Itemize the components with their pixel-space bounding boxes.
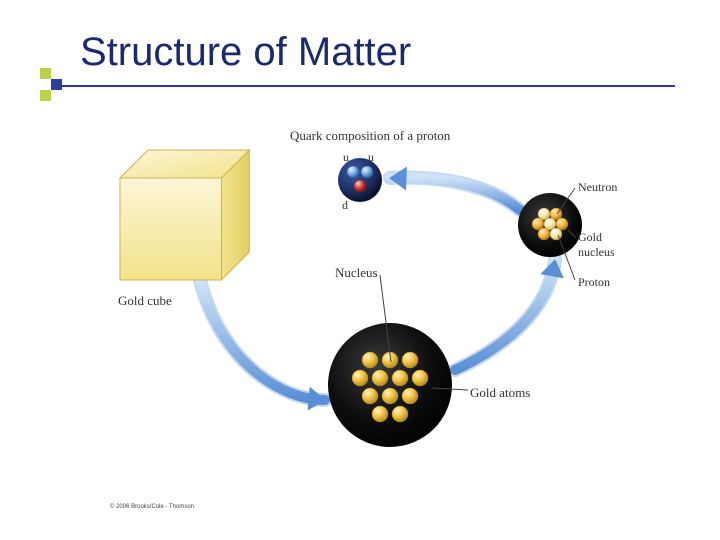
label-quark-u1: u [343, 150, 349, 165]
label-gold-cube: Gold cube [118, 293, 172, 309]
copyright-text: © 2006 Brooks/Cole - Thomson [110, 504, 194, 510]
label-gold-nucleus: Goldnucleus [578, 230, 615, 260]
diagram: Gold cube Gold atoms Nucleus Goldnucleus… [110, 130, 610, 470]
label-gold-atoms: Gold atoms [470, 385, 530, 401]
title-underline [55, 85, 675, 87]
bullet-square-icon [51, 79, 62, 90]
label-quark-u2: u [368, 150, 374, 165]
slide-title: Structure of Matter [80, 30, 411, 75]
diagram-svg [110, 130, 610, 470]
label-quark-title: Quark composition of a proton [290, 128, 450, 144]
bullet-square-icon [40, 68, 51, 79]
label-proton: Proton [578, 275, 610, 290]
slide: Structure of Matter Gold cube Gold atoms… [0, 0, 720, 540]
label-quark-d: d [342, 198, 348, 213]
label-nucleus: Nucleus [335, 265, 378, 281]
label-neutron: Neutron [578, 180, 617, 195]
bullet-square-icon [40, 90, 51, 101]
